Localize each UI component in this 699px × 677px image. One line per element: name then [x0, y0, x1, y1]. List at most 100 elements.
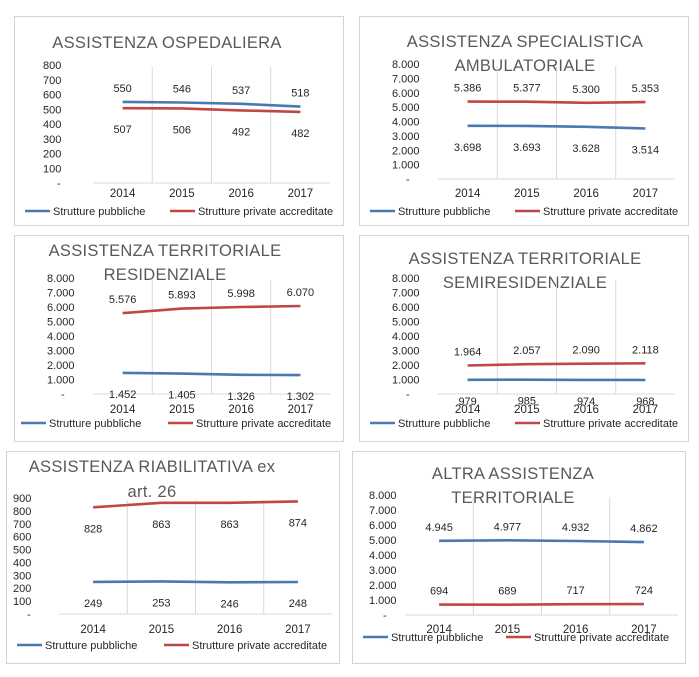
y-tick-label: 5.000 [392, 102, 420, 114]
data-label: 537 [232, 85, 250, 97]
data-label: 979 [458, 396, 476, 408]
x-tick-label: 2017 [633, 188, 659, 200]
data-label: 4.977 [494, 521, 522, 533]
y-tick-label: 700 [13, 519, 31, 531]
series-line [122, 106, 301, 114]
data-label: 968 [636, 396, 654, 408]
legend-label: Strutture private accreditate [198, 206, 333, 218]
y-tick-label: 8.000 [392, 59, 420, 71]
chart-svg: ALTRA ASSISTENZA TERRITORIALE 8.000 7.000 6.… [363, 465, 678, 644]
data-label: 3.514 [632, 144, 660, 156]
y-tick-label: 700 [43, 75, 61, 87]
y-tick-label: 800 [43, 60, 61, 72]
y-tick-label: - [27, 609, 31, 621]
data-label: 4.945 [425, 522, 453, 534]
series-line [439, 602, 644, 606]
y-tick-label: 4.000 [369, 550, 397, 562]
y-tick-label: 3.000 [369, 565, 397, 577]
y-tick-label: 500 [43, 104, 61, 116]
y-tick-label: 3.000 [392, 346, 420, 358]
y-tick-label: 1.000 [369, 595, 397, 607]
series-line [467, 100, 646, 105]
x-tick-label: 2016 [217, 624, 243, 636]
x-tick-label: 2016 [563, 624, 589, 636]
chart-svg: ASSISTENZA TERRITORIALE SEMIRESIDENZIALE 8… [370, 250, 678, 430]
data-label: 4.862 [630, 523, 658, 535]
data-label: 974 [577, 396, 595, 408]
data-label: 1.326 [227, 391, 255, 403]
y-tick-label: 3.000 [47, 346, 75, 358]
y-tick-label: 300 [13, 570, 31, 582]
data-label: 5.576 [109, 294, 137, 306]
data-label: 5.386 [454, 83, 482, 95]
data-label: 550 [113, 83, 131, 95]
chart-title: AMBULATORIALE [455, 57, 596, 75]
y-tick-label: 300 [43, 134, 61, 146]
y-tick-label: 2.000 [47, 360, 75, 372]
y-tick-label: 5.000 [392, 317, 420, 329]
y-tick-label: 7.000 [392, 288, 420, 300]
x-tick-label: 2016 [228, 188, 254, 200]
legend-label: Strutture pubbliche [398, 418, 490, 430]
y-tick-label: 1.000 [392, 160, 420, 172]
chart-panel-residenziale: ASSISTENZA TERRITORIALE RESIDENZIALE 8.000… [14, 235, 344, 442]
legend-label: Strutture private accreditate [534, 632, 669, 644]
data-label: 2.090 [572, 345, 600, 357]
y-tick-label: 600 [13, 532, 31, 544]
y-tick-label: 6.000 [47, 302, 75, 314]
legend-label: Strutture pubbliche [391, 632, 483, 644]
y-tick-label: 400 [43, 119, 61, 131]
y-tick-label: 7.000 [47, 288, 75, 300]
data-label: 694 [430, 586, 448, 598]
data-label: 1.405 [168, 390, 196, 402]
x-tick-label: 2015 [149, 624, 175, 636]
y-tick-label: 1.000 [47, 375, 75, 387]
data-label: 249 [84, 598, 102, 610]
series-line [122, 371, 301, 377]
data-label: 828 [84, 523, 102, 535]
x-tick-label: 2014 [110, 188, 136, 200]
data-label: 506 [173, 124, 191, 136]
data-label: 5.377 [513, 83, 541, 95]
y-tick-label: - [57, 178, 61, 190]
y-tick-label: 5.000 [47, 317, 75, 329]
chart-title: ASSISTENZA TERRITORIALE [409, 250, 642, 268]
x-tick-label: 2014 [455, 188, 481, 200]
data-label: 2.118 [632, 344, 659, 356]
chart-svg: ASSISTENZA TERRITORIALE RESIDENZIALE 8.000… [21, 242, 331, 430]
y-tick-label: 900 [13, 493, 31, 505]
data-label: 5.353 [632, 83, 660, 95]
x-tick-label: 2015 [495, 624, 521, 636]
chart-title: SEMIRESIDENZIALE [443, 274, 607, 292]
y-tick-label: 200 [13, 583, 31, 595]
series-line [467, 124, 646, 130]
data-label: 246 [220, 598, 238, 610]
legend-label: Strutture private accreditate [543, 206, 678, 218]
y-tick-label: 2.000 [392, 360, 420, 372]
data-label: 4.932 [562, 522, 590, 534]
y-tick-label: 2.000 [392, 145, 420, 157]
y-tick-label: 600 [43, 90, 61, 102]
x-tick-label: 2017 [631, 624, 657, 636]
series-line [93, 580, 298, 584]
x-tick-label: 2017 [288, 404, 314, 416]
data-label: 1.964 [454, 347, 482, 359]
legend-label: Strutture private accreditate [196, 418, 331, 430]
x-tick-label: 2015 [169, 404, 195, 416]
data-label: 1.452 [109, 389, 137, 401]
x-tick-label: 2016 [573, 188, 599, 200]
y-tick-label: 5.000 [369, 535, 397, 547]
y-tick-label: - [383, 610, 387, 622]
data-label: 5.893 [168, 290, 196, 302]
series-line [122, 100, 301, 108]
data-label: 2.057 [513, 345, 541, 357]
data-label: 717 [566, 585, 584, 597]
data-label: 3.628 [572, 143, 600, 155]
series-line [93, 500, 298, 509]
x-tick-label: 2014 [110, 404, 136, 416]
data-label: 546 [173, 83, 191, 95]
y-tick-label: 800 [13, 506, 31, 518]
x-tick-label: 2014 [80, 624, 106, 636]
legend-label: Strutture private accreditate [543, 418, 678, 430]
y-tick-label: 1.000 [392, 375, 420, 387]
